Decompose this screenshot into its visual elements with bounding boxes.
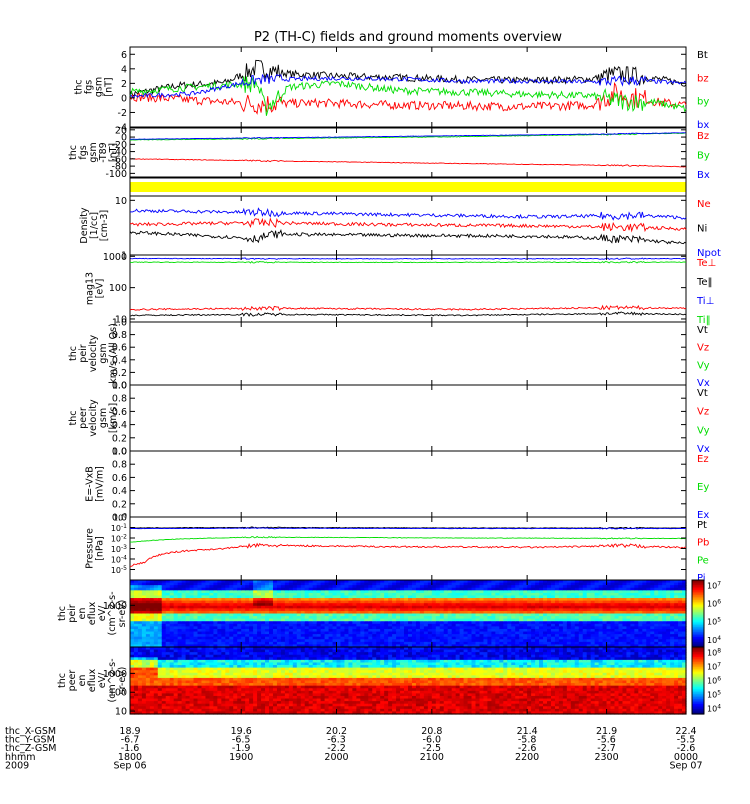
panel-peir-velocity: 0.00.20.40.60.81.0thcpeirvelocitygsmkm/s… [68,318,710,392]
y-axis-label: E=-VxB[mV/m] [85,466,106,502]
legend-entry-by: by [697,97,709,108]
y-axis-label: thcpeirenefluxeV/(cm^2-s-sr-eV) [57,592,128,636]
chart-title: P2 (TH-C) fields and ground moments over… [254,30,562,45]
legend-entry-Vy: Vy [697,425,710,436]
y-tick-label: 0.2 [112,499,127,510]
legend-entry-bz: bz [697,73,709,84]
panel-flag [130,178,686,196]
legend-entry-Ne: Ne [697,199,711,210]
y-tick-label: 6 [121,50,127,61]
y-tick-label: 0 [121,93,127,104]
legend-entry-Te⊥: Te⊥ [696,258,716,269]
panel-frame [130,451,686,517]
colorbar: 104 105 106 107 [692,580,721,648]
y-tick-label: 4 [121,64,127,75]
y-axis-label: Pressure[nPa] [85,528,106,569]
legend-entry-By: By [697,151,710,162]
y-tick-label: 10-4 [111,555,127,565]
legend-entry-Vy: Vy [697,360,710,371]
y-tick-label: 10-3 [111,544,127,554]
y-axis-label: thcfgsgsm-T89[nT] [68,142,119,162]
legend-entry-Vz: Vz [697,407,709,418]
legend-entry-Ey: Ey [697,482,709,493]
panel-frame [130,255,686,322]
y-tick-label: 100 [109,283,127,294]
legend-entry-Pe: Pe [697,555,709,566]
y-tick-label: 1000 [103,252,127,263]
panel-fgs-gsm-t89: -100-80-60-40-20020thcfgsgsm-T89[nT]BzBy… [68,125,710,181]
legend-entry-Ti⊥: Ti⊥ [696,296,714,307]
panel-pressure: 10-510-410-310-210-1100Pressure[nPa]PtPb… [85,513,710,585]
y-axis-label: mag13[eV] [85,272,106,305]
panel-frame [130,385,686,451]
colorbar-tick-label: 107 [707,580,721,590]
legend-entry-Vt: Vt [697,325,708,336]
colorbar-tick-label: 104 [707,635,721,645]
legend-entry-Ni: Ni [697,224,707,235]
legend-entry-Ez: Ez [697,454,709,465]
y-tick-label: 10-1 [111,523,127,533]
y-tick-label: 0.8 [112,460,127,471]
y-tick-label: 10-5 [111,565,127,575]
y-tick-label: 1.0 [112,447,127,458]
panel-peir-eflux: 1000104105106107thcpeirenefluxeV/(cm^2-s… [57,580,721,648]
legend-entry-Bz: Bz [697,131,709,142]
y-axis-label: thcfgsgsm[nT] [74,77,115,97]
panel-peer-eflux: 101001000104105106107108thcpeerenefluxeV… [57,647,721,718]
legend-entry-Pt: Pt [697,520,707,531]
legend-entry-Bt: Bt [697,50,708,61]
legend-entry-Te‖: Te‖ [696,277,713,288]
y-tick-label: 10-2 [111,534,127,544]
data-flag-band [130,182,686,192]
panel-frame [130,517,686,580]
spectrogram [130,580,687,648]
y-tick-label: 20 [115,125,127,136]
panel-frame [130,322,686,385]
legend-entry-bx: bx [697,120,709,131]
legend-entry-Vt: Vt [697,388,708,399]
y-axis-label: thcpeervelocitygsm[km/s] [68,399,119,437]
y-tick-label: 1.0 [112,381,127,392]
legend-entry-Vz: Vz [697,343,709,354]
legend-entry-Pb: Pb [697,538,709,549]
y-axis-label: Density[1/cc][cm-3] [79,207,110,243]
y-axis-label: thcpeirvelocitygsmkm/s (All Qs) [68,323,119,384]
y-tick-label: 0.6 [112,473,127,484]
legend-entry-Bx: Bx [697,170,710,181]
y-tick-label: 0.2 [112,433,127,444]
spectrogram [130,647,687,715]
colorbar-tick-label: 105 [707,617,721,627]
y-tick-label: 0.4 [112,486,127,497]
y-tick-label: 2 [121,79,127,90]
panel-peer-velocity: 0.00.20.40.60.81.0thcpeervelocitygsm[km/… [68,381,710,458]
y-tick-label: 10 [115,196,127,207]
colorbar-tick-label: 106 [707,599,721,609]
y-tick-label: -2 [118,108,127,119]
panel-frame [130,128,686,177]
